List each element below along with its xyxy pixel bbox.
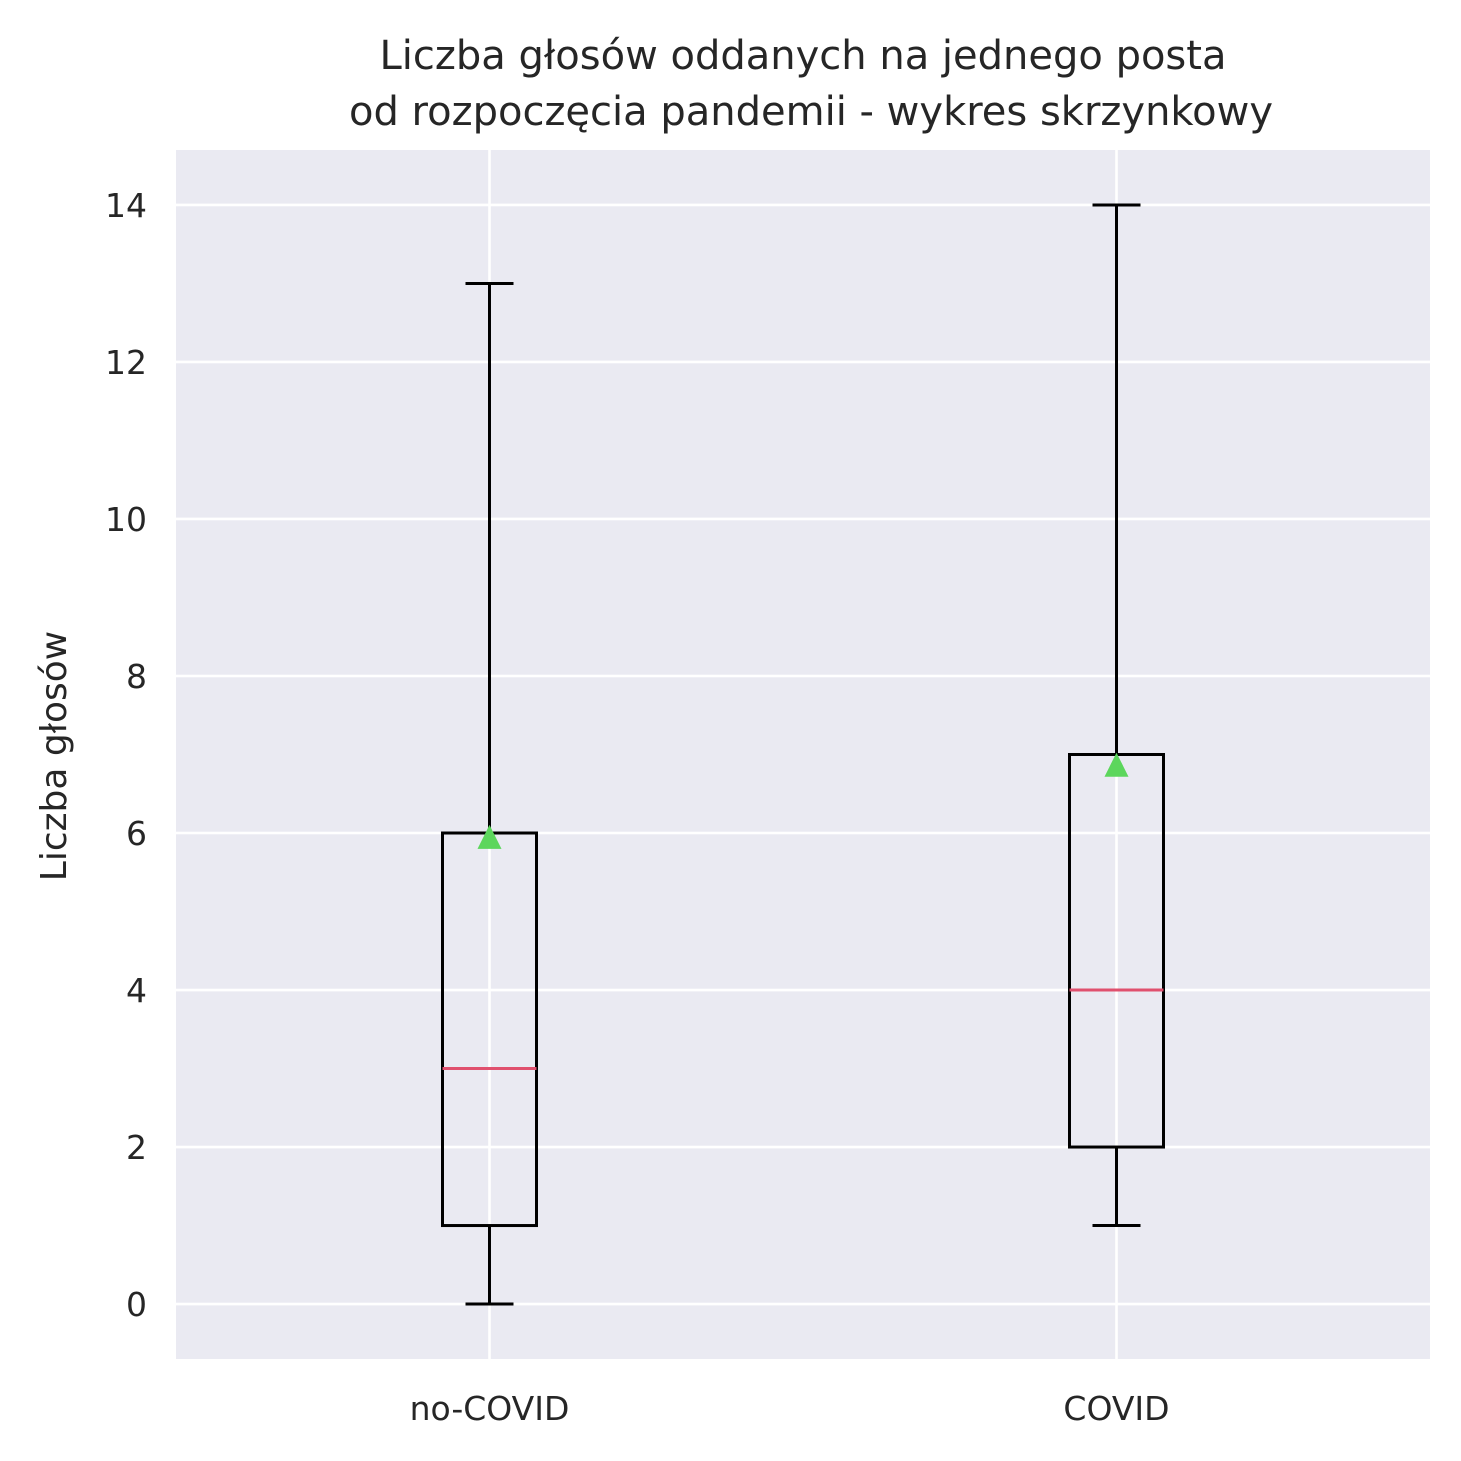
y-tick-label-6: 6 <box>126 814 147 853</box>
y-tick-label-12: 12 <box>105 343 147 382</box>
y-tick-label-10: 10 <box>105 500 147 539</box>
box-no-COVID <box>441 281 538 1306</box>
mean-marker <box>477 824 502 849</box>
x-tick-label-no-COVID: no-COVID <box>410 1389 570 1428</box>
x-tick-labels: no-COVID COVID <box>410 1389 1170 1428</box>
y-tick-label-8: 8 <box>126 657 147 696</box>
y-tick-label-14: 14 <box>105 186 147 225</box>
chart-title: Liczba głosów oddanych na jednego posta <box>380 33 1227 79</box>
y-tick-label-0: 0 <box>126 1285 147 1324</box>
y-tick-labels: 0 2 4 6 8 10 12 14 <box>105 186 147 1324</box>
plot-area <box>176 150 1430 1359</box>
y-axis-label: Liczba głosów <box>34 631 75 881</box>
box-COVID <box>1068 203 1165 1228</box>
y-tick-label-4: 4 <box>126 971 147 1010</box>
y-tick-label-2: 2 <box>126 1128 147 1167</box>
x-tick-label-COVID: COVID <box>1063 1389 1169 1428</box>
chart-subtitle: od rozpoczęcia pandemii - wykres skrzynk… <box>349 89 1273 135</box>
mean-marker <box>1104 752 1129 777</box>
box-plots <box>441 203 1165 1306</box>
